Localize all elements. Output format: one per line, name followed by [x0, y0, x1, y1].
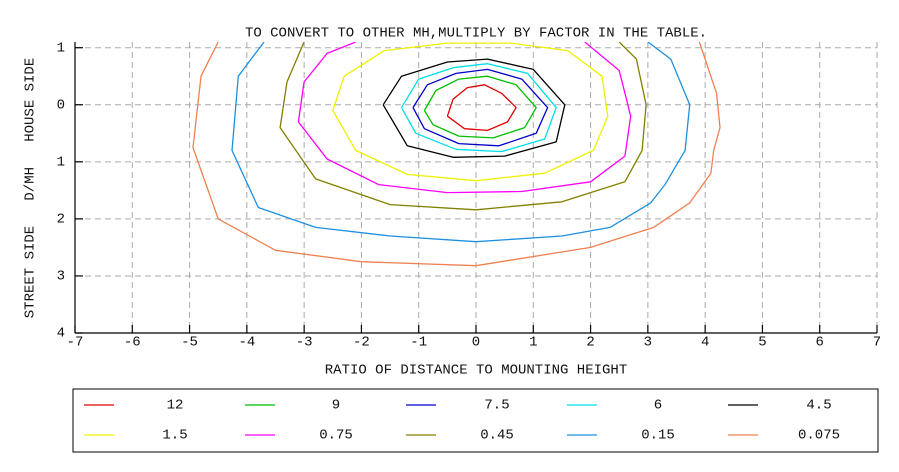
x-tick-label: -5 [181, 335, 198, 351]
contour-line [231, 42, 691, 243]
x-tick-label: -7 [67, 335, 84, 351]
legend-label: 0.075 [798, 428, 840, 444]
contour-line [192, 42, 721, 267]
y-axis-label: STREET SIDE D/MH HOUSE SIDE [23, 58, 39, 318]
x-tick-label: 3 [644, 335, 652, 351]
legend-label: 6 [654, 398, 662, 414]
legend-label: 12 [167, 398, 184, 414]
legend-label: 0.75 [319, 428, 353, 444]
contour-line [332, 42, 609, 182]
x-tick-label: 6 [816, 335, 824, 351]
y-tick-label: 4 [57, 326, 65, 342]
x-tick-label: 0 [472, 335, 480, 351]
chart-title: TO CONVERT TO OTHER MH,MULTIPLY BY FACTO… [245, 26, 707, 42]
y-tick-label: 2 [57, 212, 65, 228]
x-tick-label: 7 [873, 335, 881, 351]
contour-line [446, 84, 517, 132]
x-tick-label: -6 [124, 335, 141, 351]
x-tick-label: 1 [529, 335, 537, 351]
contour-line [400, 63, 557, 153]
x-tick-label: 2 [586, 335, 594, 351]
legend-label: 0.15 [641, 428, 675, 444]
legend-label: 0.45 [480, 428, 514, 444]
x-tick-label: -1 [410, 335, 427, 351]
contour-line [423, 75, 537, 139]
y-tick-label: 0 [57, 97, 65, 113]
y-tick-label: 1 [57, 40, 65, 56]
contour-line [382, 58, 566, 158]
x-tick-label: -4 [238, 335, 255, 351]
contour-line [279, 42, 647, 211]
contour-line [412, 68, 549, 147]
legend-label: 1.5 [162, 428, 187, 444]
legend-box [72, 388, 879, 453]
contour-line [297, 42, 632, 194]
x-axis-label: RATIO OF DISTANCE TO MOUNTING HEIGHT [325, 363, 627, 379]
x-tick-label: -3 [296, 335, 313, 351]
y-tick-label: 3 [57, 269, 65, 285]
legend-label: 4.5 [806, 398, 831, 414]
legend-label: 7.5 [484, 398, 509, 414]
y-tick-label: 1 [57, 155, 65, 171]
x-tick-label: 5 [758, 335, 766, 351]
contours [192, 42, 721, 267]
x-tick-label: -2 [353, 335, 370, 351]
x-tick-label: 4 [701, 335, 709, 351]
legend-label: 9 [332, 398, 340, 414]
